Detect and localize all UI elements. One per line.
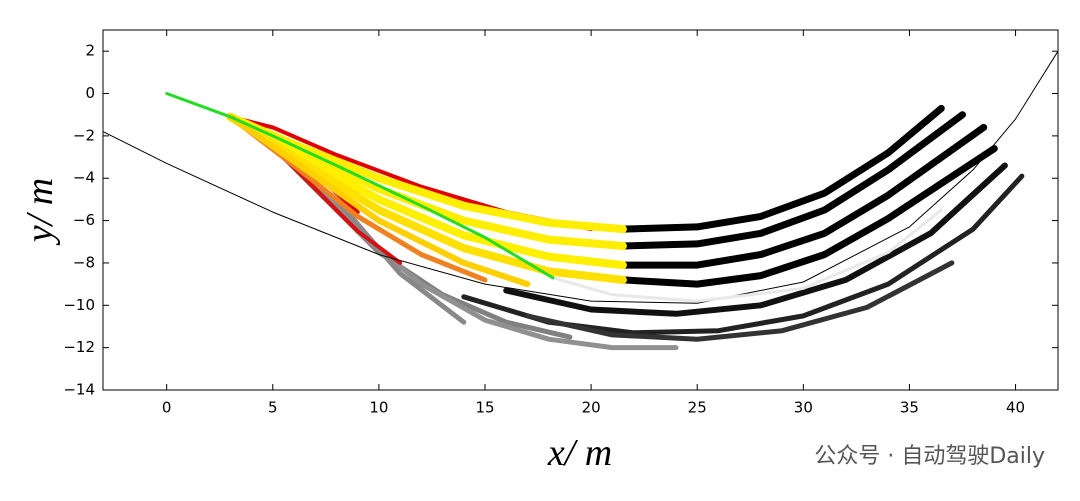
y-tick-label: −4: [73, 169, 95, 187]
x-tick-label: 35: [900, 399, 919, 417]
x-tick-label: 10: [369, 399, 388, 417]
trajectory: [333, 196, 467, 325]
y-tick-label: −14: [63, 381, 95, 399]
y-tick-label: −8: [73, 253, 95, 271]
watermark: 公众号 · 自动驾驶Daily: [814, 444, 1045, 469]
x-tick-label: 40: [1006, 399, 1025, 417]
trajectory: [619, 123, 988, 269]
y-tick-label: −2: [73, 126, 95, 144]
x-tick-label: 5: [268, 399, 278, 417]
y-tick-label: −10: [63, 296, 95, 314]
trajectory: [165, 92, 555, 280]
x-tick-label: 20: [582, 399, 601, 417]
trajectory: [551, 208, 943, 303]
trajectory: [619, 111, 966, 250]
y-tick-label: −12: [63, 338, 95, 356]
trajectory: [524, 260, 955, 342]
trajectory: [619, 104, 945, 233]
y-axis-label: y/ m: [19, 178, 61, 246]
x-axis-label: x/ m: [547, 432, 612, 474]
plot-lines: [103, 50, 1058, 351]
trajectory: [227, 113, 531, 288]
trajectory: [619, 145, 998, 288]
y-tick-label: −6: [73, 211, 95, 229]
y-tick-label: 2: [85, 42, 95, 60]
x-tick-label: 30: [794, 399, 813, 417]
trajectory: [503, 162, 1008, 317]
plot-frame: [102, 29, 1059, 391]
x-tick-label: 25: [688, 399, 707, 417]
x-tick-label: 0: [162, 399, 172, 417]
trajectory: [103, 50, 1058, 304]
y-tick-label: 0: [85, 84, 95, 102]
x-tick-label: 15: [475, 399, 494, 417]
